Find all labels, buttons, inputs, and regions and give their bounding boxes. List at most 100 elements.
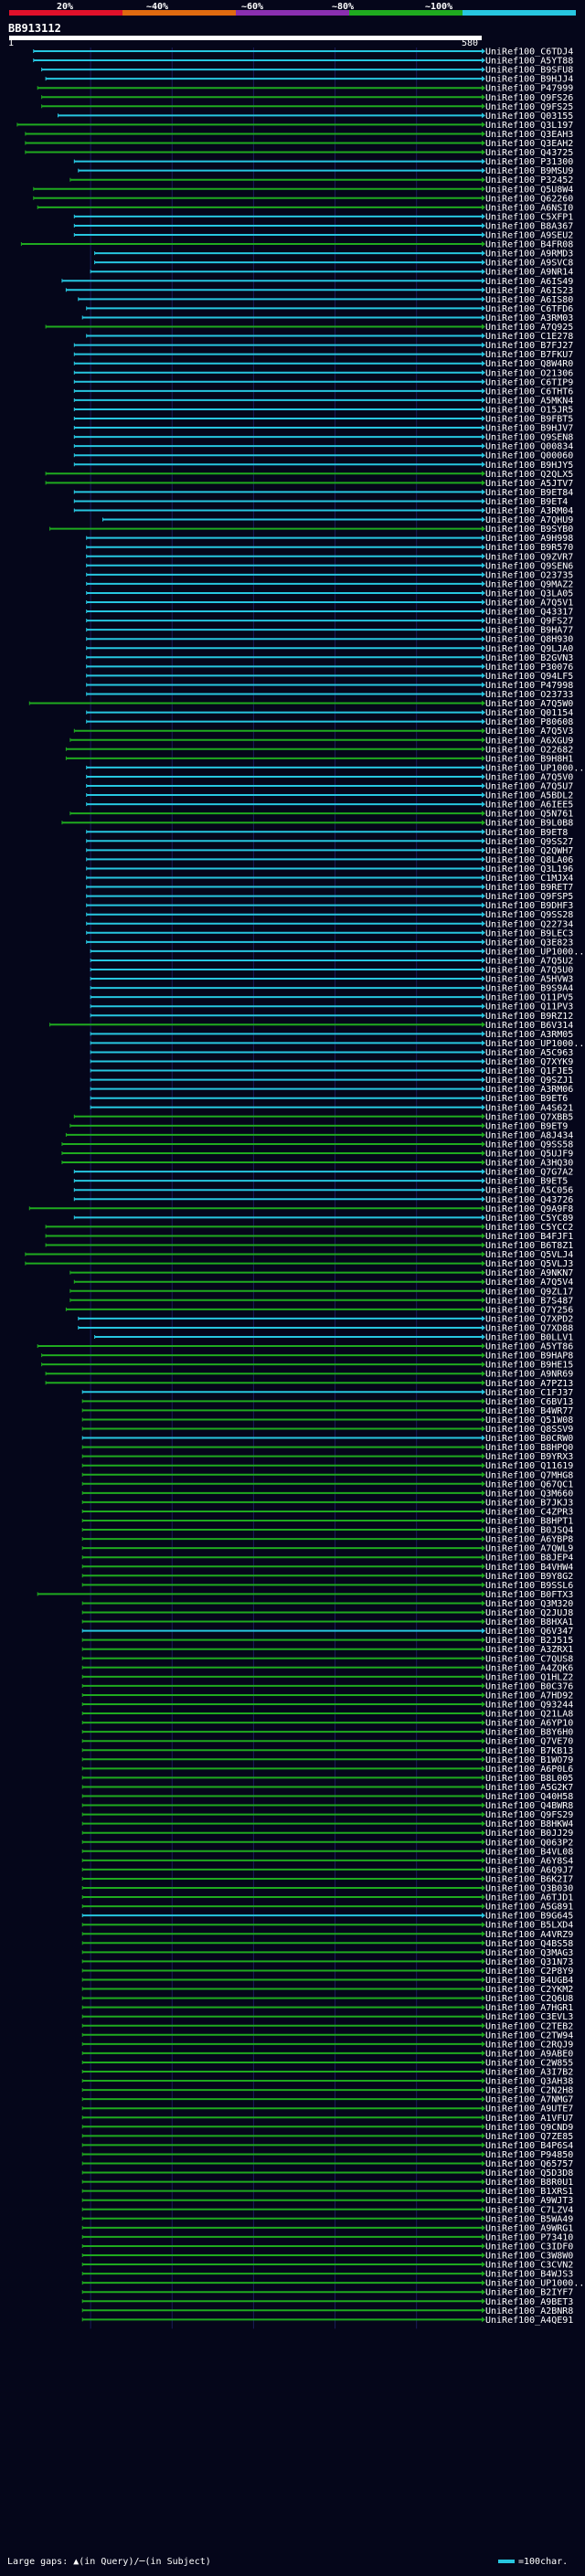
hit-end-arrow (482, 645, 485, 652)
hit-label: UniRef100_Q43725 (485, 148, 573, 158)
hit-end-arrow (482, 305, 485, 312)
hit-label: UniRef100_Q3B030 (485, 1884, 573, 1894)
hit-label: UniRef100_B4VL08 (485, 1847, 573, 1857)
hit-label: UniRef100_Q51W08 (485, 1415, 573, 1426)
hit-end-arrow (482, 222, 485, 228)
hit-end-arrow (482, 691, 485, 697)
hit-label: UniRef100_B9HJJ4 (485, 75, 573, 85)
hit-label: UniRef100_Q43726 (485, 1195, 573, 1205)
hit-label: UniRef100_C2W855 (485, 2058, 573, 2068)
hit-end-arrow (482, 718, 485, 725)
hit-label: UniRef100_A6YP10 (485, 1719, 573, 1729)
hit-end-arrow (482, 1885, 485, 1891)
hit-label: UniRef100_P30076 (485, 663, 573, 673)
hit-label: UniRef100_A5YT88 (485, 57, 573, 67)
hit-end-arrow (482, 1527, 485, 1533)
hit-end-arrow (482, 1591, 485, 1597)
hit-end-arrow (482, 2022, 485, 2029)
hit-label: UniRef100_B4FR08 (485, 240, 573, 250)
hit-end-arrow (482, 2115, 485, 2121)
hit-end-arrow (482, 682, 485, 688)
hit-end-arrow (482, 67, 485, 73)
hit-end-arrow (482, 1416, 485, 1423)
hit-label: UniRef100_A5G891 (485, 1903, 573, 1913)
hit-end-arrow (482, 2013, 485, 2019)
hit-end-arrow (482, 1076, 485, 1083)
hit-end-arrow (482, 434, 485, 440)
hit-label: UniRef100_UP1000... (485, 2279, 585, 2289)
hit-end-arrow (482, 636, 485, 642)
hit-label: UniRef100_C1E278 (485, 332, 573, 342)
hit-end-arrow (482, 2271, 485, 2277)
hit-label: UniRef100_C1MJX4 (485, 874, 573, 884)
hit-end-arrow (482, 589, 485, 596)
hit-label: UniRef100_B0FTX3 (485, 1590, 573, 1600)
hit-end-arrow (482, 553, 485, 559)
legend-label-20: 20% (57, 2, 74, 12)
hit-label: UniRef100_B4VHW4 (485, 1563, 573, 1573)
legend-label-40: ~40% (146, 2, 169, 12)
hit-label: UniRef100_A7PZ13 (485, 1379, 573, 1389)
hit-label: UniRef100_A3I7B2 (485, 2068, 573, 2078)
hit-end-arrow (482, 2004, 485, 2010)
hit-end-arrow (482, 1058, 485, 1065)
hit-label: UniRef100_A7Q5U2 (485, 956, 573, 966)
hit-end-arrow (482, 838, 485, 844)
hit-label: UniRef100_B8L005 (485, 1774, 573, 1784)
hit-label: UniRef100_B6K2I7 (485, 1874, 573, 1884)
hit-label: UniRef100_B9HJV7 (485, 424, 573, 434)
hit-end-arrow (482, 1489, 485, 1496)
hit-label: UniRef100_B8JEP4 (485, 1553, 573, 1564)
hit-end-arrow (482, 452, 485, 459)
hit-label: UniRef100_B9ET8 (485, 828, 568, 838)
hit-end-arrow (482, 1829, 485, 1836)
hit-label: UniRef100_P94850 (485, 2150, 573, 2160)
hit-label: UniRef100_B4UGB4 (485, 1976, 573, 1986)
hit-label: UniRef100_Q9SS27 (485, 837, 573, 847)
hit-end-arrow (482, 1140, 485, 1147)
hit-label: UniRef100_B0LLV1 (485, 1333, 573, 1343)
hit-end-arrow (482, 1931, 485, 1937)
hit-end-arrow (482, 406, 485, 412)
hit-end-arrow (482, 1711, 485, 1717)
hit-end-arrow (482, 1499, 485, 1505)
hit-end-arrow (482, 709, 485, 716)
hit-label: UniRef100_O23735 (485, 570, 573, 580)
hit-end-arrow (482, 1150, 485, 1156)
hit-label: UniRef100_Q7XBB5 (485, 1112, 573, 1122)
hit-label: UniRef100_C2TEB2 (485, 2021, 573, 2031)
hit-label: UniRef100_Q1FJE5 (485, 1066, 573, 1076)
hit-end-arrow (482, 1582, 485, 1588)
hit-label: UniRef100_B8HPT1 (485, 1517, 573, 1527)
hit-end-arrow (482, 1003, 485, 1010)
hit-end-arrow (482, 323, 485, 330)
hit-end-arrow (482, 1600, 485, 1606)
hit-label: UniRef100_Q9FS25 (485, 102, 573, 112)
hit-end-arrow (482, 673, 485, 679)
hit-label: UniRef100_Q9FS26 (485, 93, 573, 103)
hit-end-arrow (482, 213, 485, 219)
hit-end-arrow (482, 241, 485, 248)
hit-end-arrow (482, 856, 485, 863)
hit-end-arrow (482, 2105, 485, 2112)
hit-end-arrow (482, 976, 485, 982)
hit-end-arrow (482, 1564, 485, 1570)
hit-label: UniRef100_Q9FS29 (485, 1810, 573, 1820)
hit-label: UniRef100_C6BV13 (485, 1397, 573, 1407)
hit-label: UniRef100_Q8LA06 (485, 855, 573, 865)
hit-label: UniRef100_Q03155 (485, 111, 573, 122)
hit-end-arrow (482, 599, 485, 605)
hit-label: UniRef100_P47999 (485, 84, 573, 94)
hit-end-arrow (482, 1269, 485, 1276)
hit-end-arrow (482, 1278, 485, 1285)
hit-label: UniRef100_A5HVW3 (485, 975, 573, 985)
hit-label: UniRef100_A6IS23 (485, 286, 573, 296)
hit-end-arrow (482, 1086, 485, 1092)
hit-end-arrow (482, 1453, 485, 1459)
hit-end-arrow (482, 847, 485, 853)
hit-label: UniRef100_C1FJ37 (485, 1388, 573, 1398)
hit-end-arrow (482, 149, 485, 155)
hit-label: UniRef100_C5YCC2 (485, 1223, 573, 1233)
hit-label: UniRef100_C4ZPR3 (485, 1507, 573, 1517)
hit-label: UniRef100_B7FJ27 (485, 341, 573, 351)
